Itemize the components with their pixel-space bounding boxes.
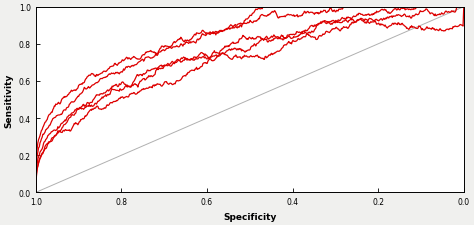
X-axis label: Specificity: Specificity [223, 212, 276, 221]
Y-axis label: Sensitivity: Sensitivity [4, 73, 13, 127]
